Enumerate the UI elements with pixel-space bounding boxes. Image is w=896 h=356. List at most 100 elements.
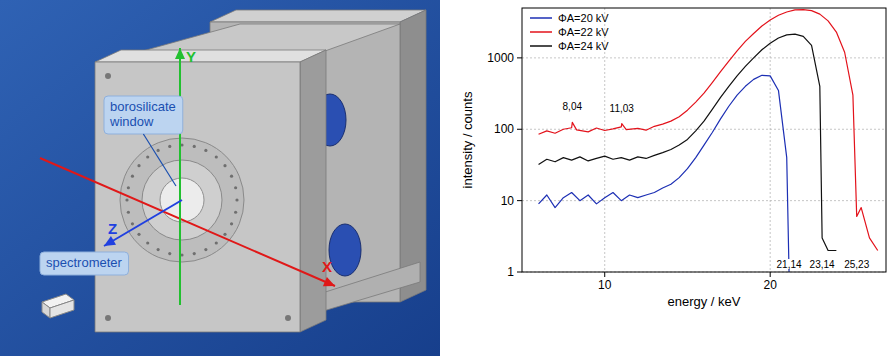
front-plate-top bbox=[95, 50, 326, 62]
bolt-hole bbox=[127, 211, 130, 214]
bolt-hole bbox=[168, 252, 171, 255]
spectrometer-body bbox=[50, 300, 74, 318]
chart-background bbox=[446, 0, 896, 356]
screw bbox=[105, 315, 111, 321]
bolt-hole bbox=[137, 164, 140, 167]
tick-mark bbox=[517, 272, 522, 273]
legend-swatch bbox=[530, 45, 552, 47]
axis-title: energy / keV bbox=[668, 294, 741, 309]
x-axis-arrow-head bbox=[323, 277, 335, 286]
bolt-hole bbox=[193, 252, 196, 255]
bolt-hole bbox=[146, 241, 149, 244]
chart: 1 10 100 1000 10 20 8,04 11,03 21,14 23,14 25,23 en… bbox=[446, 0, 896, 356]
tick-mark bbox=[517, 57, 522, 58]
cutoff-label: 21,14 bbox=[776, 259, 803, 270]
cutoff-label-text: 23,14 bbox=[810, 259, 835, 270]
cutoff-label-text: 25,23 bbox=[844, 259, 869, 270]
tick-label: 1000 bbox=[487, 51, 514, 65]
text-line: spectrometer bbox=[46, 255, 123, 270]
diagram: X Y Zborosilicatewindow spectrometer bbox=[0, 0, 440, 356]
z-axis-arrow-head bbox=[104, 236, 116, 246]
front-plate-face bbox=[95, 62, 300, 332]
tick-mark bbox=[517, 129, 522, 130]
spectrometer-label-box bbox=[40, 252, 129, 275]
y-axis-arrow-head bbox=[175, 48, 185, 59]
axis-letter: X bbox=[322, 258, 332, 275]
z-axis-arrow bbox=[104, 200, 182, 246]
back-plate-top bbox=[210, 10, 426, 22]
axis-letter: Z bbox=[108, 220, 117, 237]
peak-label: 8,04 bbox=[563, 101, 583, 112]
screw bbox=[285, 315, 291, 321]
legend-swatch bbox=[530, 17, 552, 19]
grid-line bbox=[770, 8, 771, 272]
label-patch bbox=[843, 259, 870, 269]
tick-label: 100 bbox=[494, 122, 514, 136]
bolt-hole bbox=[234, 211, 237, 214]
y-axis-arrow bbox=[179, 48, 181, 305]
legend-swatch bbox=[530, 31, 552, 33]
front-plate-side bbox=[300, 50, 326, 332]
bolt-hole bbox=[157, 248, 160, 251]
bolt-hole bbox=[230, 222, 233, 225]
bolt-hole bbox=[137, 233, 140, 236]
tick-label: 10 bbox=[501, 194, 515, 208]
figure: XYZborosilicatewindowspectrometer1101001… bbox=[0, 0, 896, 356]
window-label: borosilicatewindow bbox=[104, 96, 183, 134]
text-line: window bbox=[109, 114, 154, 129]
tick-mark bbox=[770, 272, 771, 277]
bolt-hole bbox=[125, 198, 128, 201]
legend-label: ΦA=20 kV bbox=[558, 12, 609, 24]
bolt-hole bbox=[127, 186, 130, 189]
leader-line bbox=[143, 134, 176, 186]
bolt-hole bbox=[234, 186, 237, 189]
tick-mark bbox=[517, 200, 522, 201]
spectrometer-body bbox=[42, 302, 50, 318]
axis-title: intensity / counts bbox=[460, 91, 475, 188]
series-line bbox=[539, 34, 837, 250]
bolt-hole bbox=[215, 155, 218, 158]
legend-label: ΦA=24 kV bbox=[558, 40, 609, 52]
bolt-hole bbox=[131, 222, 134, 225]
bolt-hole bbox=[131, 175, 134, 178]
tick-label: 10 bbox=[598, 278, 612, 292]
legend-label: ΦA=22 kV bbox=[558, 26, 609, 38]
peak-label: 11,03 bbox=[610, 103, 635, 114]
tick-label: 1 bbox=[507, 265, 514, 279]
bolt-hole bbox=[193, 145, 196, 148]
cutoff-label: 23,14 bbox=[809, 259, 836, 270]
bolt-hole bbox=[223, 233, 226, 236]
series-line bbox=[539, 10, 878, 251]
diagram-background bbox=[0, 0, 440, 356]
bolt-hole bbox=[230, 175, 233, 178]
label-patch bbox=[809, 259, 836, 269]
bolt-hole bbox=[223, 164, 226, 167]
back-plate-side bbox=[400, 10, 426, 302]
tick-label: 20 bbox=[764, 278, 778, 292]
text-line: borosilicate bbox=[110, 99, 176, 114]
screw bbox=[105, 73, 111, 79]
back-disk bbox=[329, 224, 361, 276]
series-line bbox=[539, 75, 789, 272]
bolt-hole bbox=[146, 155, 149, 158]
bolt-hole bbox=[215, 241, 218, 244]
bolt-hole bbox=[157, 149, 160, 152]
spectrometer-label: spectrometer bbox=[40, 252, 129, 275]
spectrometer-label-text: spectrometer bbox=[46, 255, 123, 270]
grid-line bbox=[522, 57, 886, 58]
bolt-hole bbox=[168, 145, 171, 148]
grid-line bbox=[522, 200, 886, 201]
bolt-hole bbox=[235, 198, 238, 201]
cutoff-label-text: 21,14 bbox=[777, 259, 802, 270]
window-label-text: borosilicatewindow bbox=[109, 99, 176, 129]
cutoff-label: 25,23 bbox=[843, 259, 870, 270]
bolt-hole bbox=[204, 149, 207, 152]
window-label-box bbox=[104, 96, 183, 134]
legend: ΦA=20 kV ΦA=22 kV ΦA=24 kV bbox=[530, 12, 609, 52]
x-axis-arrow bbox=[40, 158, 335, 286]
axis-letter: Y bbox=[186, 48, 196, 65]
tick-mark bbox=[604, 272, 605, 277]
bolt-hole bbox=[204, 248, 207, 251]
plot-area bbox=[539, 10, 878, 272]
plot-frame bbox=[522, 8, 886, 272]
